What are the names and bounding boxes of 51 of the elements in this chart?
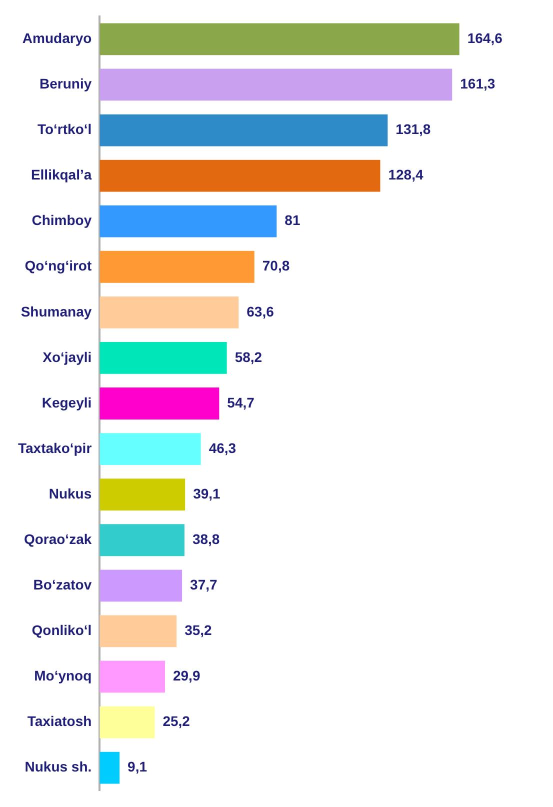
bar [100, 433, 201, 465]
y-tick-label: To‘rtko‘l [37, 121, 92, 138]
data-label: 63,6 [246, 303, 274, 320]
bar [100, 250, 254, 283]
bar [100, 296, 239, 328]
bar [100, 342, 227, 374]
bar [100, 478, 186, 511]
data-label: 25,2 [162, 713, 190, 730]
y-tick-label: Xo‘jayli [42, 348, 92, 365]
data-label: 39,1 [193, 485, 221, 502]
bar [100, 615, 177, 648]
y-tick-label: Kegeyli [42, 394, 92, 410]
bar [100, 524, 184, 556]
y-tick-label: Chimboy [32, 212, 92, 228]
y-tick-label: Amudaryo [22, 30, 92, 46]
y-tick-label: Taxtako‘pir [18, 440, 92, 456]
bar [100, 205, 277, 238]
bar [100, 114, 388, 146]
data-label: 81 [284, 212, 300, 228]
y-tick-label: Shumanay [20, 303, 92, 320]
data-label: 131,8 [396, 121, 431, 138]
y-tick-label: Beruniy [40, 76, 92, 92]
y-tick-label: Qorao‘zak [24, 530, 92, 547]
y-tick-label: Nukus sh. [24, 758, 92, 775]
data-label: 58,2 [234, 348, 262, 365]
y-tick-label: Bo‘zatov [33, 576, 92, 593]
bar [100, 660, 165, 693]
data-label: 29,9 [172, 668, 200, 684]
data-label: 38,8 [192, 530, 220, 547]
data-label: 54,7 [227, 394, 255, 410]
bar [100, 68, 452, 101]
y-tick-label: Qo‘ng‘irot [24, 258, 92, 274]
y-tick-label: Taxiatosh [27, 713, 92, 730]
y-tick-label: Nukus [48, 485, 92, 502]
y-tick-label: Qonliko‘l [32, 622, 92, 638]
bar [100, 23, 460, 56]
data-label: 164,6 [467, 30, 503, 46]
y-tick-label: Ellikqal’a [30, 166, 92, 183]
bar [100, 570, 182, 602]
y-tick-label: Mo‘ynoq [34, 668, 92, 684]
bar [100, 752, 120, 784]
data-label: 35,2 [184, 622, 212, 638]
bar [100, 388, 220, 420]
data-label: 128,4 [388, 166, 424, 183]
data-label: 70,8 [262, 258, 290, 274]
data-label: 161,3 [460, 76, 496, 92]
bar [100, 160, 380, 192]
data-label: 46,3 [208, 440, 236, 456]
data-label: 9,1 [128, 758, 148, 775]
bar [100, 706, 155, 738]
data-label: 37,7 [190, 576, 218, 593]
